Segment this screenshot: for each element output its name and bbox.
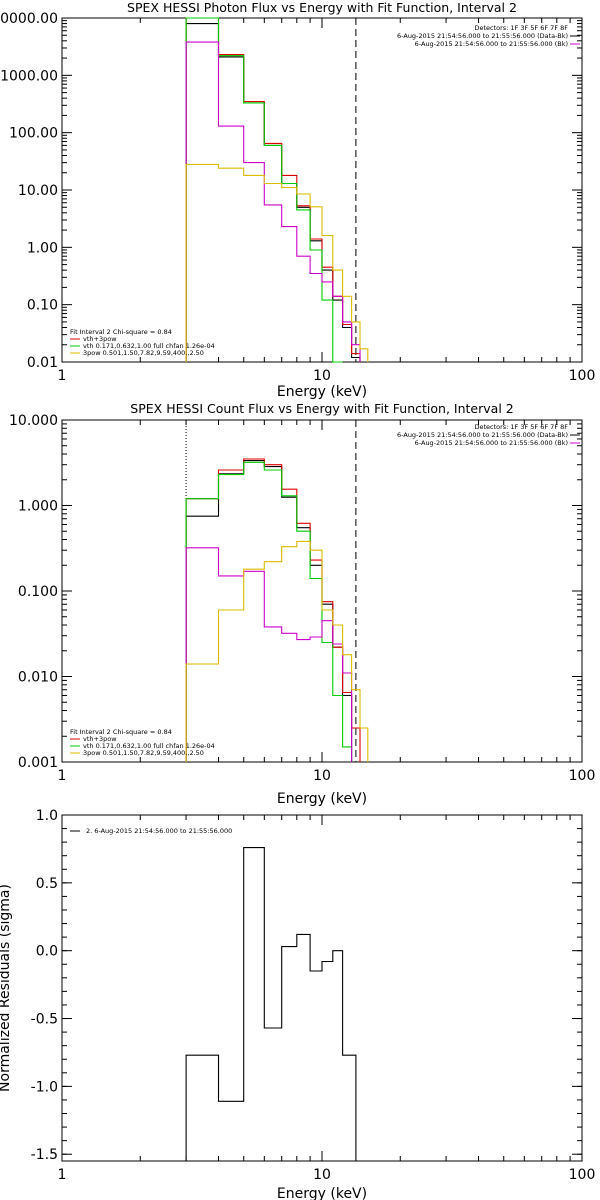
photon-flux-fit-range-lines — [185, 18, 357, 362]
y-tick-label: 10.000 — [9, 413, 58, 429]
series-line-4 — [185, 540, 369, 762]
x-tick-label: 1 — [58, 1167, 67, 1183]
residuals-ticks: 1 10 100 -1.5 -1.0 -0.5 0.0 0.5 1.0 — [31, 808, 596, 1183]
detectors-label: Detectors: 1F 3F 5F 6F 7F 8F — [474, 24, 568, 32]
photon-flux-series — [185, 17, 369, 363]
count-flux-series — [185, 458, 369, 762]
x-tick-label: 100 — [569, 368, 596, 384]
y-tick-label: 0.01 — [27, 355, 58, 371]
y-tick-label: -1.5 — [31, 1147, 58, 1163]
legend-3pow: 3pow 0.501,1.50,7.82,9.59,400.,2.50 — [83, 349, 204, 357]
series-line-1 — [185, 17, 361, 362]
legend-fit-interval: Fit Interval 2 Chi-square = 0.84 — [70, 328, 172, 336]
y-tick-label: -1.0 — [31, 1079, 58, 1095]
count-flux-fit-range-lines — [185, 420, 357, 762]
legend-vth: vth 0.171,0.632,1.00 full chfan 1.26e-04 — [83, 342, 215, 350]
photon-flux-plot-frame — [61, 17, 583, 363]
bk-interval-label: 6-Aug-2015 21:54:56.000 to 21:55:56.000 … — [415, 40, 568, 48]
residuals-ylabel: Normalized Residuals (sigma) — [0, 884, 13, 1092]
count-flux-xlabel: Energy (keV) — [277, 791, 367, 807]
legend-vth-3pow: vth+3pow — [83, 335, 117, 343]
x-tick-label: 100 — [569, 1167, 596, 1183]
y-tick-label: 1.00 — [27, 240, 58, 256]
residuals-legend: 2. 6-Aug-2015 21:54:56.000 to 21:55:56.0… — [70, 827, 232, 835]
count-flux-info-block: Detectors: 1F 3F 5F 6F 7F 8F 6-Aug-2015 … — [397, 423, 580, 447]
series-line-0 — [185, 847, 357, 1161]
detectors-label: Detectors: 1F 3F 5F 6F 7F 8F — [474, 423, 568, 431]
photon-flux-info-block: Detectors: 1F 3F 5F 6F 7F 8F 6-Aug-2015 … — [397, 24, 580, 48]
x-tick-label: 10 — [313, 1167, 331, 1183]
bk-interval-label: 6-Aug-2015 21:54:56.000 to 21:55:56.000 … — [415, 439, 568, 447]
series-line-2 — [185, 461, 353, 762]
legend-vth: vth 0.171,0.632,1.00 full chfan 1.26e-04 — [83, 742, 215, 750]
x-tick-label: 1 — [58, 768, 67, 784]
y-tick-label: 0.001 — [18, 755, 58, 771]
legend-vth-3pow: vth+3pow — [83, 735, 117, 743]
series-line-4 — [185, 163, 369, 362]
x-tick-label: 100 — [569, 768, 596, 784]
series-line-1 — [185, 458, 361, 762]
y-tick-label: 0.0 — [36, 944, 58, 960]
legend-interval-label: 2. 6-Aug-2015 21:54:56.000 to 21:55:56.0… — [86, 827, 232, 835]
y-tick-label: 0.010 — [18, 670, 58, 686]
y-tick-label: -0.5 — [31, 1012, 58, 1028]
x-tick-label: 10 — [313, 368, 331, 384]
y-tick-label: 0.10 — [27, 298, 58, 314]
panel-photon-flux: SPEX HESSI Photon Flux vs Energy with Fi… — [0, 0, 595, 400]
x-tick-label: 1 — [58, 368, 67, 384]
residuals-xlabel: Energy (keV) — [277, 1186, 367, 1200]
legend-3pow: 3pow 0.501,1.50,7.82,9.59,400.,2.50 — [83, 749, 204, 757]
count-flux-title: SPEX HESSI Count Flux vs Energy with Fit… — [130, 401, 513, 416]
panel-count-flux: SPEX HESSI Count Flux vs Energy with Fit… — [9, 401, 595, 807]
panel-residuals: 1 10 100 -1.5 -1.0 -0.5 0.0 0.5 1.0 2. 6-Aug-201… — [0, 808, 595, 1200]
data-bk-interval-label: 6-Aug-2015 21:54:56.000 to 21:55:56.000 … — [397, 431, 568, 439]
photon-flux-title: SPEX HESSI Photon Flux vs Energy with Fi… — [127, 0, 517, 15]
y-tick-label: 1.0 — [36, 808, 58, 824]
data-bk-interval-label: 6-Aug-2015 21:54:56.000 to 21:55:56.000 … — [397, 32, 568, 40]
y-tick-label: 10.00 — [18, 183, 58, 199]
y-tick-label: 1.000 — [18, 499, 58, 515]
y-tick-label: 0.100 — [18, 584, 58, 600]
y-tick-label: 100.00 — [9, 126, 58, 142]
residuals-plot-frame — [61, 814, 583, 1162]
photon-flux-ticks: 1 10 100 0.01 0.10 1.00 10.00 100.00 1000.00 1000… — [0, 11, 595, 384]
x-tick-label: 10 — [313, 768, 331, 784]
residuals-series — [185, 847, 357, 1161]
series-line-3 — [185, 547, 353, 762]
photon-flux-xlabel: Energy (keV) — [277, 384, 367, 400]
series-line-3 — [185, 41, 361, 362]
y-tick-label: 0.5 — [36, 876, 58, 892]
legend-fit-interval: Fit Interval 2 Chi-square = 0.84 — [70, 728, 172, 736]
photon-flux-legend: Fit Interval 2 Chi-square = 0.84 vth+3po… — [70, 328, 215, 357]
series-line-0 — [185, 460, 353, 762]
count-flux-ticks: 1 10 100 0.001 0.010 0.100 1.000 10.000 — [9, 413, 595, 784]
series-line-0 — [185, 23, 361, 362]
count-flux-legend: Fit Interval 2 Chi-square = 0.84 vth+3po… — [70, 728, 215, 757]
y-tick-label: 10000.00 — [0, 11, 58, 27]
y-tick-label: 1000.00 — [0, 68, 58, 84]
